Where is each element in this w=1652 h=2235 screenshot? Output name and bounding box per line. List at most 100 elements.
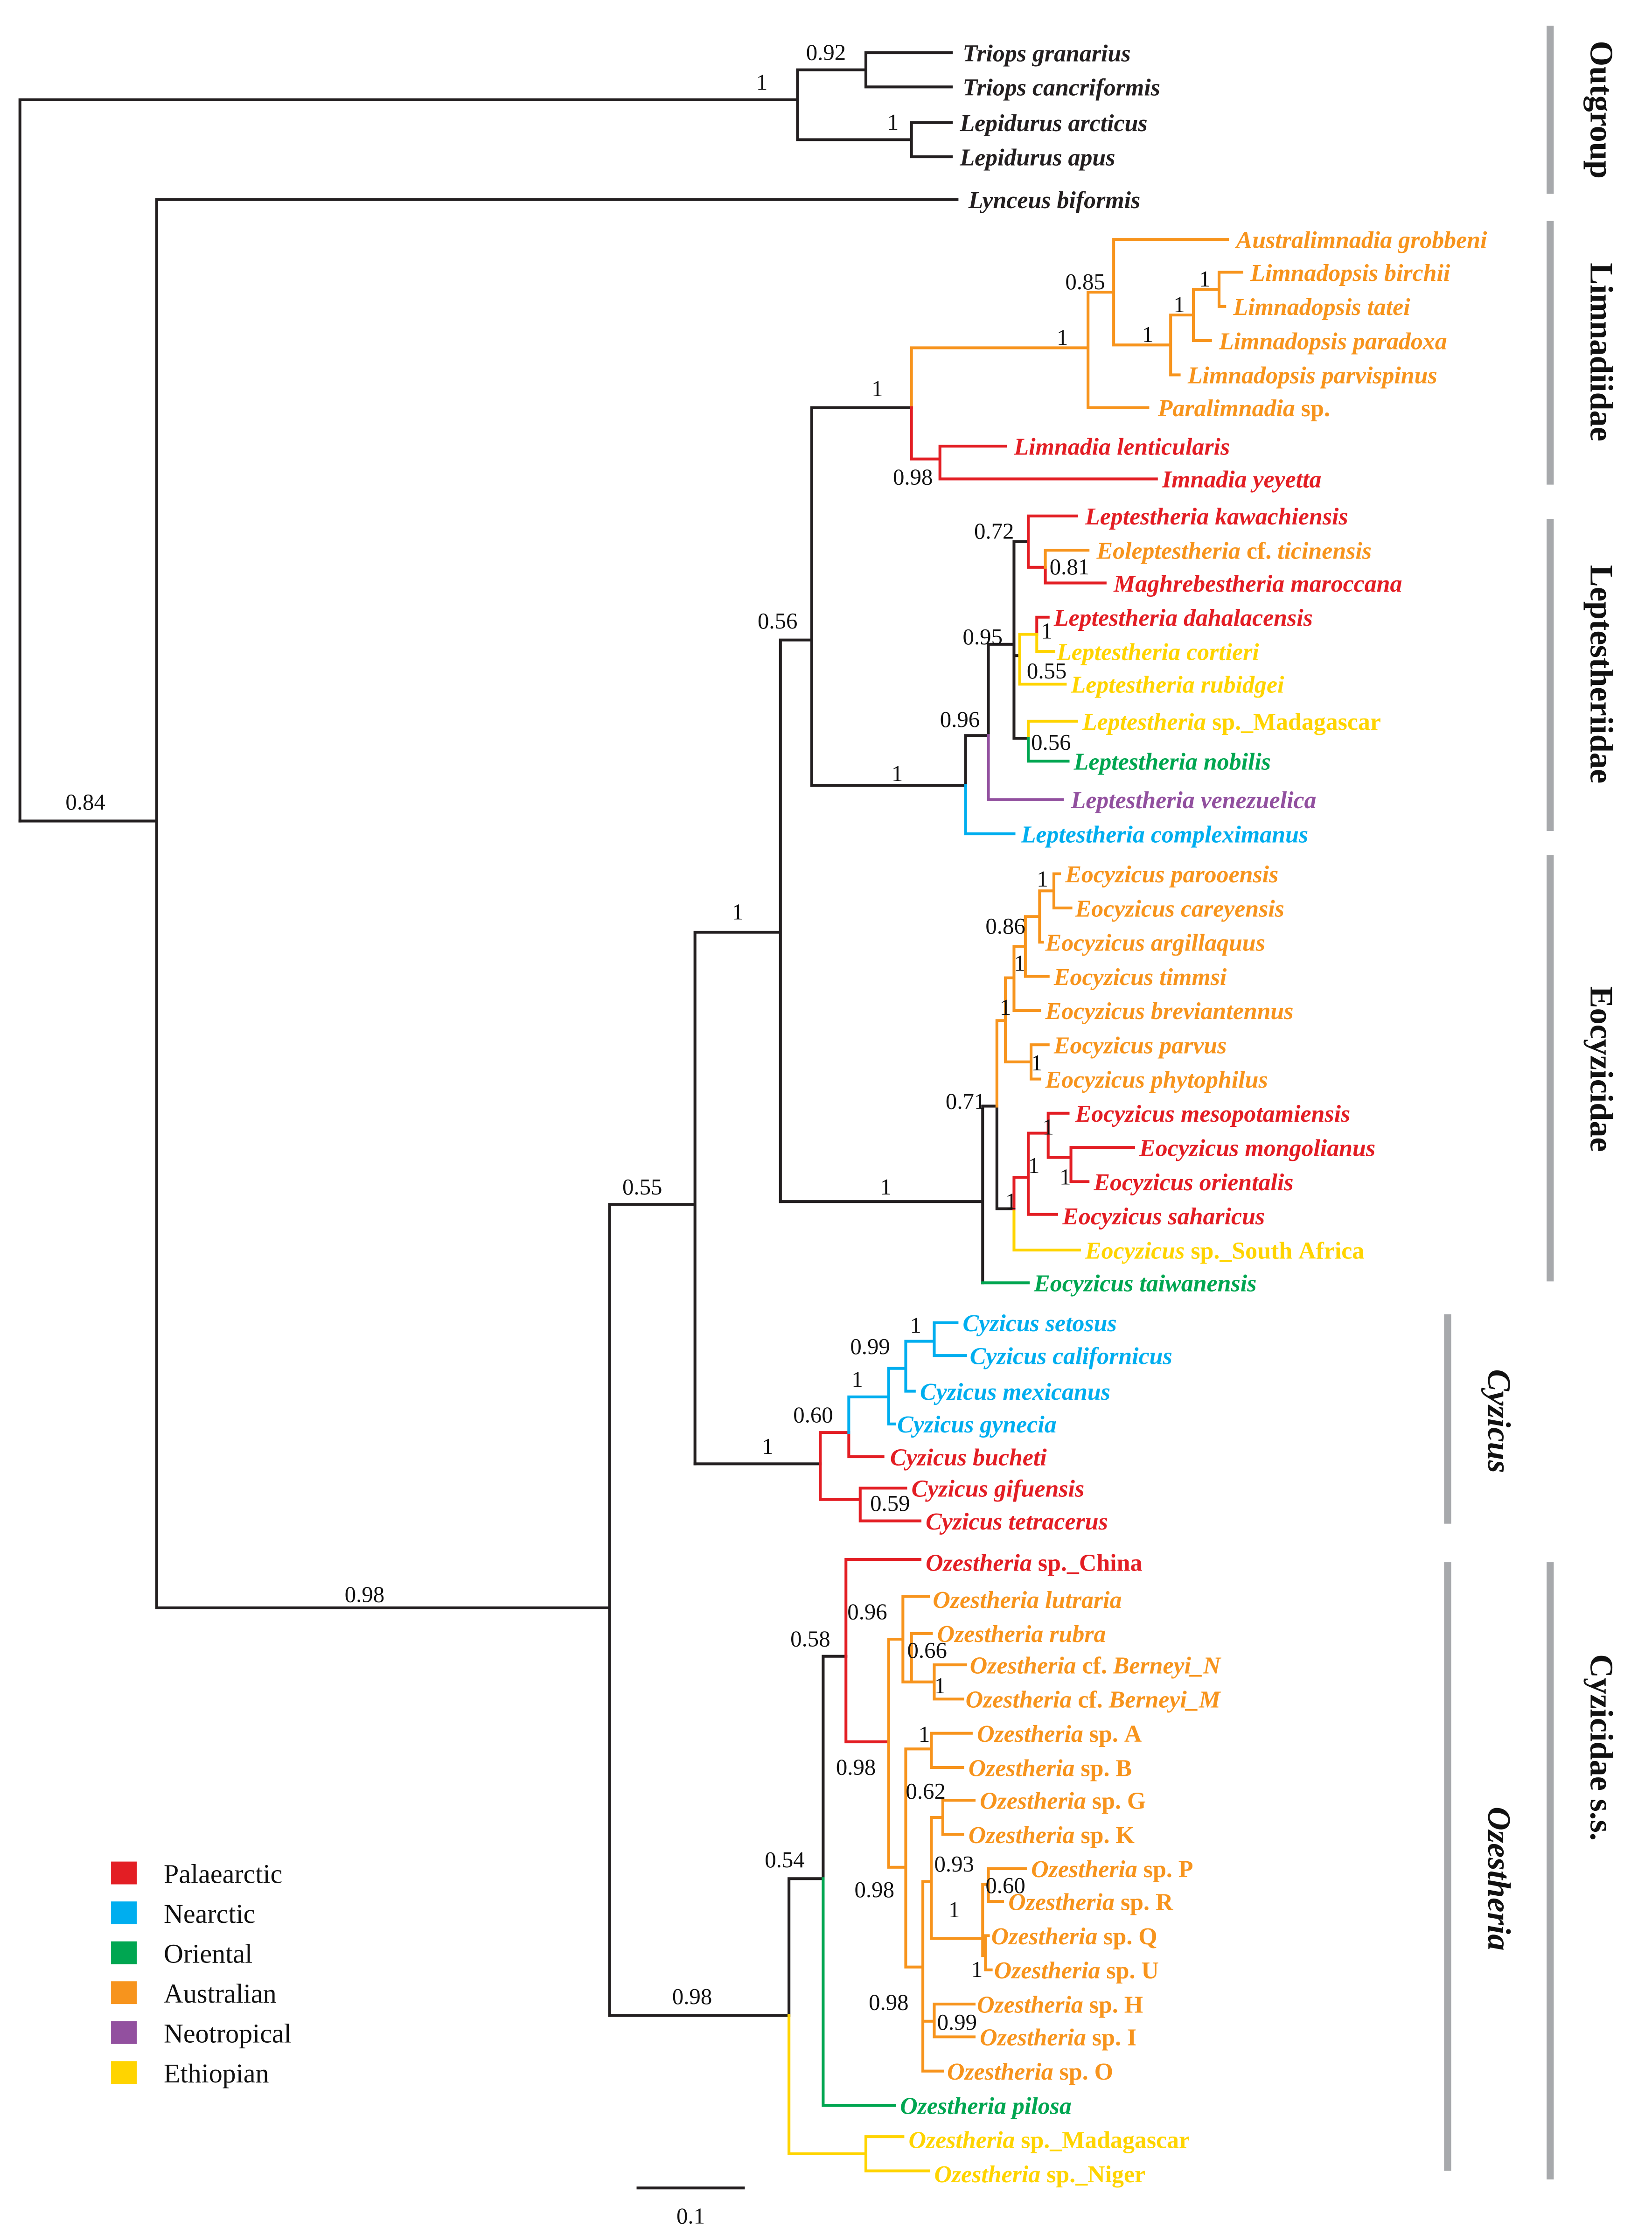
taxon-label: Ozestheria sp._China — [926, 1550, 1142, 1576]
taxon-name-qualifier: sp. H — [1083, 1991, 1143, 2018]
taxon-label: Eocyzicus mongolianus — [1139, 1135, 1375, 1161]
taxon-name-qualifier: sp._Madagascar — [1206, 709, 1381, 735]
taxon-name-italic: Eocyzicus parvus — [1053, 1033, 1227, 1059]
tree-branch — [847, 1321, 967, 1434]
tree-branch — [18, 198, 959, 2017]
taxon-name-qualifier: sp. A — [1083, 1721, 1142, 1747]
taxon-name-italic: Triops granarius — [963, 40, 1131, 67]
support-value: 1 — [1042, 1114, 1053, 1140]
support-value: 0.71 — [946, 1089, 985, 1114]
taxon-name-italic: Leptestheria — [1082, 709, 1206, 735]
support-value: 0.98 — [893, 464, 933, 490]
legend-swatch-australian — [111, 1981, 137, 2005]
taxon-name-qualifier: sp._China — [1032, 1550, 1143, 1576]
taxon-name-italic: Eocyzicus saharicus — [1062, 1203, 1265, 1230]
support-value: 0.56 — [1031, 729, 1071, 755]
tree-branch — [819, 1431, 922, 1523]
taxon-label: Eoleptestheria cf. ticinensis — [1096, 538, 1372, 564]
taxon-label: Cyzicus tetracerus — [926, 1509, 1108, 1535]
support-value: 0.92 — [806, 39, 846, 65]
taxon-name-italic: Lynceus biformis — [968, 187, 1140, 214]
taxon-label: Leptestheria sp._Madagascar — [1082, 709, 1381, 735]
taxon-name-italic: Cyzicus gifuensis — [912, 1476, 1084, 1502]
support-value: 1 — [919, 1721, 930, 1747]
support-value: 1 — [756, 69, 767, 95]
taxon-label: Eocyzicus timmsi — [1053, 964, 1227, 991]
tree-branch — [822, 1877, 896, 2107]
tree-branch — [1018, 633, 1078, 740]
clade-bar-cyzicus — [1444, 1314, 1451, 1524]
support-value: 1 — [971, 1956, 983, 1982]
taxon-name-italic: Leptestheria compleximanus — [1021, 821, 1308, 848]
support-value: 0.95 — [963, 624, 1003, 650]
legend-label-nearctic: Nearctic — [164, 1899, 255, 1929]
taxon-label: Limnadia lenticularis — [1013, 433, 1230, 460]
taxon-labels: Triops granarius Triops cancriformis Lepid… — [890, 40, 1487, 2188]
taxon-label: Ozestheria sp._Niger — [934, 2161, 1145, 2188]
legend-swatch-palaearctic — [111, 1861, 137, 1885]
taxon-name-italic: Eocyzicus argillaquus — [1045, 930, 1265, 957]
support-value: 0.99 — [850, 1334, 890, 1359]
taxon-label: Eocyzicus breviantennus — [1045, 998, 1294, 1025]
taxon-name-italic: Ozestheria — [909, 2127, 1015, 2154]
legend-swatch-ethiopian — [111, 2061, 137, 2084]
taxon-label: Ozestheria sp. R — [1008, 1889, 1173, 1915]
tree-branch — [779, 1104, 1016, 1285]
taxon-label: Cyzicus gifuensis — [912, 1476, 1084, 1502]
taxon-name-italic: Lepidurus apus — [959, 144, 1115, 171]
support-value: 1 — [762, 1433, 773, 1459]
taxon-name-italic: Ozestheria lutraria — [933, 1587, 1122, 1613]
taxon-label: Eocyzicus mesopotamiensis — [1075, 1101, 1351, 1127]
clade-label-ozestheria: Ozestheria — [1481, 1807, 1517, 1950]
legend-label-neotropical: Neotropical — [164, 2018, 292, 2049]
support-value: 1 — [910, 1312, 921, 1338]
clade-bars — [1444, 25, 1554, 2179]
tree-branch — [987, 734, 1064, 801]
support-value: 0.59 — [870, 1490, 910, 1516]
taxon-label: Cyzicus setosus — [963, 1310, 1117, 1337]
taxon-label: Leptestheria venezuelica — [1071, 787, 1317, 814]
legend-label-oriental: Oriental — [164, 1939, 252, 1969]
legend-label-ethiopian: Ethiopian — [164, 2058, 269, 2088]
support-value: 0.85 — [1065, 269, 1105, 294]
support-value: 1 — [851, 1366, 863, 1392]
taxon-label: Eocyzicus parooensis — [1065, 861, 1278, 888]
support-value: 0.66 — [907, 1637, 947, 1663]
taxon-name-italic: Paralimnadia — [1157, 395, 1295, 422]
support-value: 1 — [1037, 866, 1048, 892]
support-value: 1 — [1173, 292, 1185, 317]
taxon-name-italic: Ozestheria — [980, 1788, 1086, 1815]
taxon-label: Maghrebestheria maroccana — [1113, 571, 1402, 597]
taxon-name-italic: Leptestheria venezuelica — [1071, 787, 1317, 814]
taxon-label: Ozestheria cf. Berneyi_N — [970, 1652, 1222, 1679]
taxon-name-qualifier: cf. — [1072, 1687, 1108, 1713]
support-value: 1 — [1031, 1050, 1042, 1076]
taxon-name-qualifier: sp._South Africa — [1185, 1237, 1364, 1264]
taxon-label: Eocyzicus taiwanensis — [1033, 1271, 1256, 1297]
taxon-name-italic: Ozestheria — [991, 1923, 1098, 1950]
support-value: 1 — [1000, 994, 1011, 1020]
taxon-label: Ozestheria sp. B — [969, 1755, 1132, 1781]
taxon-name-italic: Eocyzicus phytophilus — [1045, 1067, 1268, 1093]
taxon-name-italic: Ozestheria — [934, 2161, 1040, 2188]
support-value: 0.56 — [758, 608, 797, 634]
support-value: 0.96 — [847, 1599, 887, 1624]
taxon-name-italic: Eocyzicus mesopotamiensis — [1075, 1101, 1351, 1127]
taxon-label: Leptestheria compleximanus — [1021, 821, 1308, 848]
taxon-name-italic: Leptestheria nobilis — [1073, 749, 1271, 775]
taxon-name-italic: Ozestheria — [970, 1652, 1076, 1679]
taxon-label: Eocyzicus careyensis — [1075, 895, 1284, 922]
clade-label-eocyzicidae: Eocyzicidae — [1583, 986, 1620, 1152]
taxon-label: Eocyzicus saharicus — [1062, 1203, 1265, 1230]
taxon-label: Eocyzicus parvus — [1053, 1033, 1227, 1059]
taxon-name-italic: Ozestheria — [966, 1687, 1072, 1713]
tree-branch — [964, 784, 1016, 836]
clade-bar-outgroup — [1547, 25, 1554, 194]
tree-branch — [887, 1595, 1027, 2073]
taxon-name-qualifier: sp._Niger — [1040, 2161, 1145, 2188]
clade-bar-ozestheria — [1444, 1562, 1451, 2171]
taxon-name-qualifier: sp. I — [1086, 2025, 1136, 2051]
taxon-label: Lynceus biformis — [968, 187, 1140, 214]
taxon-label: Ozestheria pilosa — [900, 2093, 1072, 2119]
support-value: 0.99 — [937, 2009, 977, 2035]
